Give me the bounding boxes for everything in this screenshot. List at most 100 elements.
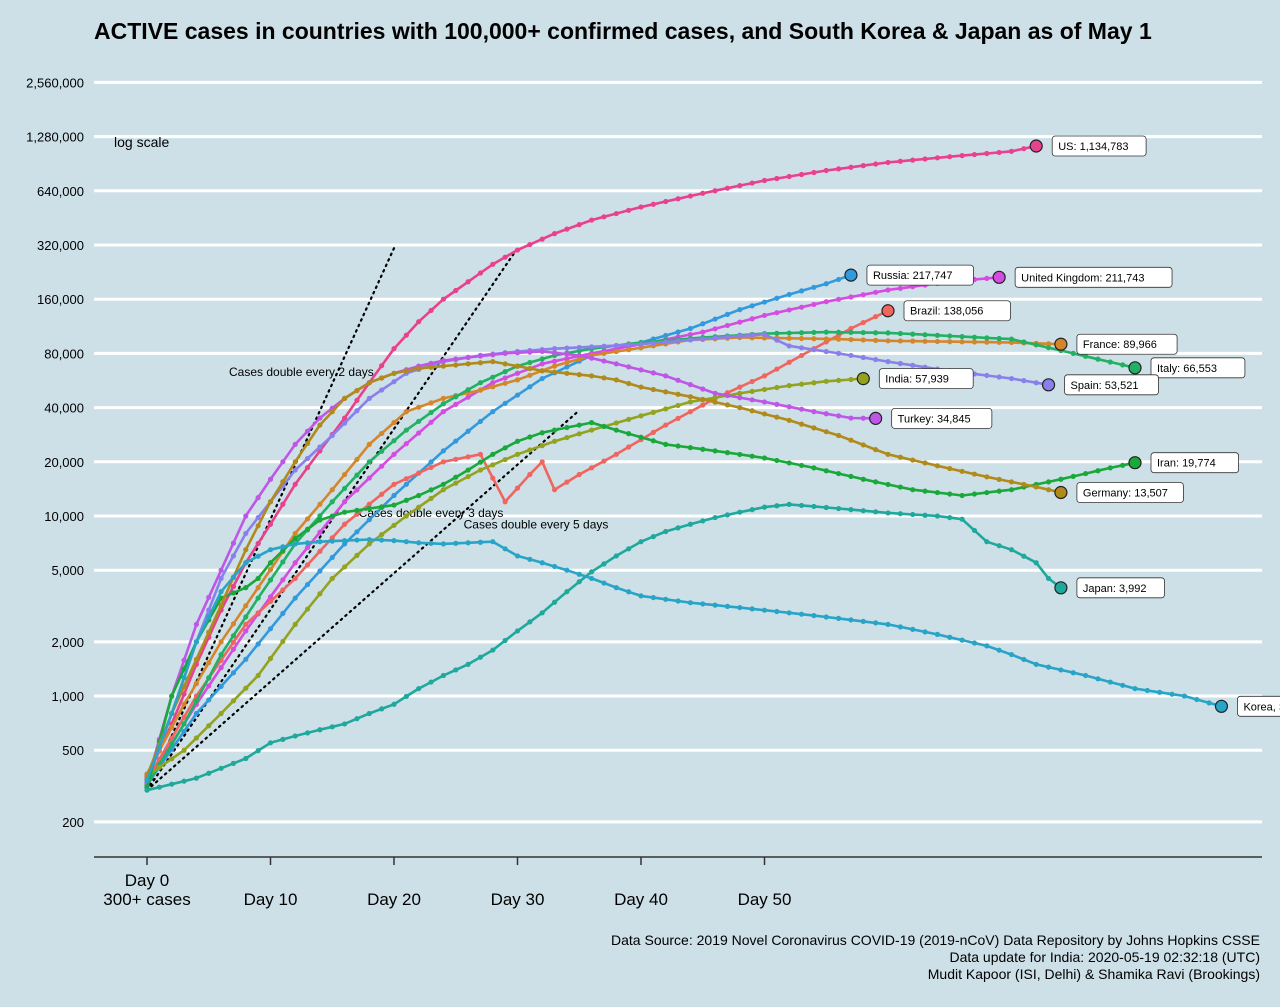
series-end-marker [1029, 139, 1043, 153]
data-point [391, 379, 397, 385]
data-point [848, 164, 854, 170]
y-tick-label: 5,000 [51, 563, 84, 578]
data-point [218, 765, 224, 771]
data-point [959, 468, 965, 474]
data-point [786, 460, 792, 466]
data-point [761, 504, 768, 510]
data-point [1008, 487, 1015, 493]
data-point [910, 626, 916, 632]
data-point [342, 471, 348, 478]
data-point [687, 382, 694, 388]
data-point [663, 596, 669, 602]
data-point [885, 621, 891, 628]
data-point [354, 387, 360, 394]
data-point [428, 409, 434, 416]
data-point [527, 447, 533, 453]
data-point [1045, 345, 1052, 351]
data-point [860, 442, 866, 448]
data-point [984, 335, 990, 341]
data-point [626, 444, 632, 450]
data-point [613, 553, 619, 559]
data-point [613, 451, 619, 457]
data-point [984, 474, 990, 480]
data-point [860, 319, 866, 326]
x-tick-sublabel: 300+ cases [103, 890, 190, 909]
data-point [206, 723, 212, 729]
data-point [477, 360, 484, 366]
data-point [366, 517, 372, 523]
data-point [848, 329, 854, 336]
data-point [193, 698, 199, 704]
data-point [885, 338, 891, 344]
data-point [675, 525, 681, 531]
data-point [502, 361, 508, 367]
data-point [181, 701, 187, 707]
data-point [193, 710, 199, 717]
data-point [675, 329, 681, 335]
data-point [403, 481, 409, 487]
data-point [811, 336, 817, 342]
data-point [329, 487, 335, 493]
data-point [601, 561, 607, 567]
data-point [984, 150, 990, 157]
data-point [551, 350, 558, 356]
data-point [317, 548, 323, 554]
data-point [638, 413, 644, 419]
data-point [527, 372, 533, 378]
data-point [959, 637, 965, 643]
data-point [589, 427, 595, 433]
data-point [1045, 664, 1052, 670]
data-point [267, 499, 274, 505]
data-point [391, 419, 397, 426]
data-point [230, 574, 237, 580]
data-point [613, 420, 619, 426]
data-point [922, 332, 928, 338]
data-point [169, 756, 175, 762]
data-point [675, 415, 681, 421]
data-point [551, 358, 558, 364]
data-point [490, 380, 496, 386]
data-point [527, 556, 533, 562]
data-point [811, 347, 817, 353]
data-point [576, 352, 582, 358]
series-label: France: 89,966 [1083, 339, 1157, 351]
data-point [576, 579, 582, 585]
data-point [638, 345, 644, 351]
data-point [663, 373, 669, 379]
data-point [514, 451, 521, 457]
data-point [774, 295, 780, 301]
data-point [897, 285, 903, 291]
data-point [1033, 560, 1039, 566]
series-label-box [1076, 577, 1165, 599]
data-point [181, 778, 187, 784]
data-point [502, 350, 508, 356]
data-point [391, 370, 397, 376]
data-point [823, 429, 829, 435]
data-point [527, 434, 533, 440]
data-point [502, 499, 508, 505]
data-point [465, 473, 471, 480]
data-point [366, 395, 372, 401]
data-point [1021, 339, 1027, 345]
data-point [897, 624, 903, 630]
data-point [687, 331, 694, 338]
data-point [490, 475, 496, 481]
data-point [440, 448, 446, 454]
data-point [502, 380, 508, 386]
data-point [416, 540, 422, 546]
reference-line-label: Cases double every 5 days [464, 518, 609, 532]
y-tick-label: 40,000 [44, 401, 84, 416]
data-point [292, 733, 298, 739]
series-line-turkey [145, 350, 876, 784]
data-point [638, 434, 644, 440]
data-point [675, 196, 681, 202]
data-point [663, 389, 669, 395]
data-point [589, 465, 595, 471]
data-point [230, 540, 237, 546]
scale-note: log scale [114, 134, 169, 150]
data-point [675, 377, 681, 383]
data-point [317, 513, 323, 519]
data-point [329, 513, 335, 519]
data-point [873, 314, 879, 320]
data-point [317, 529, 323, 535]
